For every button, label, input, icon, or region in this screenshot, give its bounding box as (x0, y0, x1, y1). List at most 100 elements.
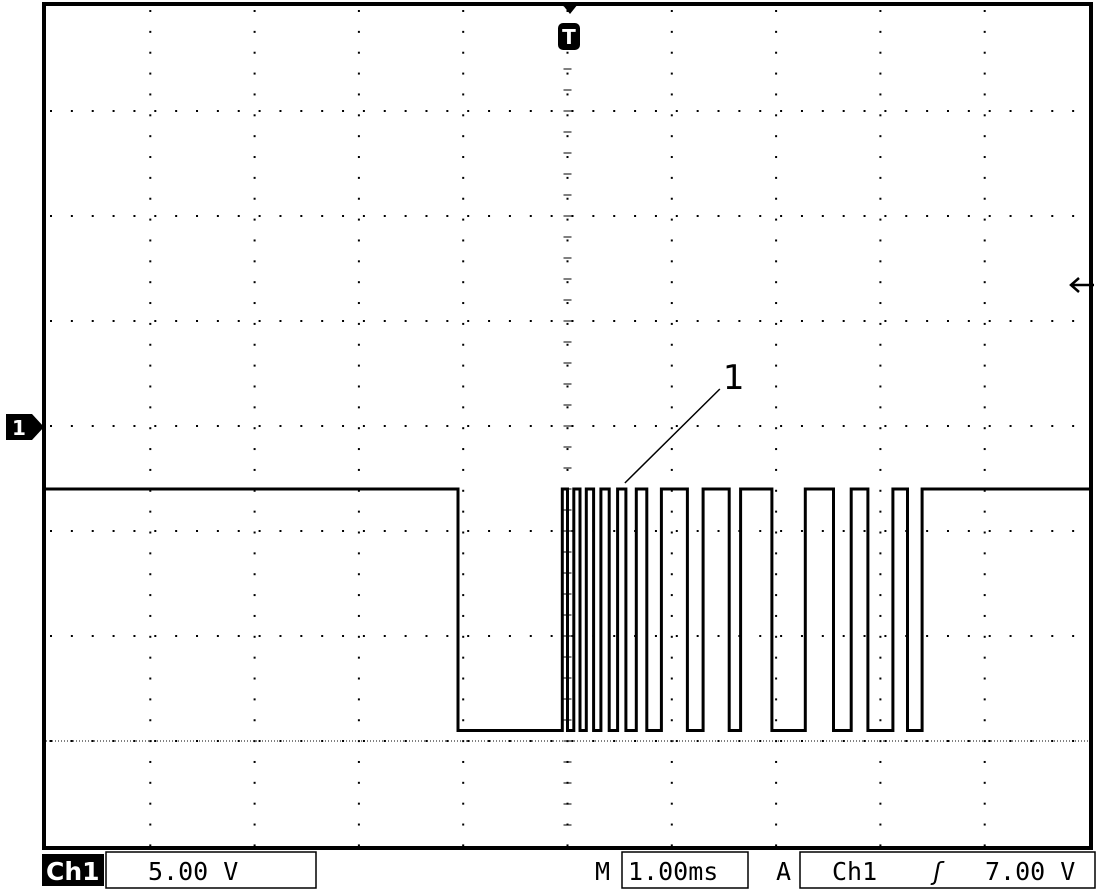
grid-dot (675, 530, 678, 532)
grid-dot (446, 530, 449, 532)
grid-dot (905, 425, 908, 427)
grid-dot (253, 510, 256, 513)
grid-dot (508, 635, 511, 637)
grid-dot (154, 320, 157, 322)
grid-dot (462, 531, 465, 534)
waveform-series-1 (46, 487, 1089, 732)
grid-dot (675, 215, 678, 217)
grid-dot (133, 740, 136, 742)
grid-dot (462, 406, 465, 409)
grid-dot (133, 530, 136, 532)
grid-dot (253, 781, 256, 784)
grid-dot (149, 656, 152, 659)
grid-dot (1051, 425, 1054, 427)
volts-per-div-readout: 5.00 V (148, 857, 238, 886)
grid-dot (670, 364, 673, 367)
grid-dot (670, 656, 673, 659)
grid-dot (383, 530, 386, 532)
grid-dot (634, 110, 637, 112)
grid-dot (357, 823, 360, 826)
grid-dot (149, 427, 152, 430)
grid-dot (253, 218, 256, 221)
grid-dot (253, 156, 256, 159)
grid-dot (357, 156, 360, 159)
grid-dot (821, 740, 824, 742)
grid-dot (529, 110, 532, 112)
grid-dot (70, 425, 73, 427)
grid-dot (357, 573, 360, 576)
grid-dot (566, 302, 569, 305)
grid-dot (670, 635, 673, 638)
grid-dot (988, 740, 991, 742)
grid-dot (462, 218, 465, 221)
grid-dot (775, 802, 778, 805)
grid-dot (821, 320, 824, 322)
grid-dot (253, 489, 256, 492)
grid-dot (926, 740, 929, 742)
grid-dot (670, 72, 673, 75)
grid-dot (1051, 635, 1054, 637)
grid-dot (149, 114, 152, 117)
grid-dot (566, 406, 569, 409)
grid-dot (800, 110, 803, 112)
grid-dot (508, 740, 511, 742)
grid-dot (1051, 530, 1054, 532)
grid-dot (983, 322, 986, 325)
grid-dot (775, 594, 778, 597)
grid-dot (383, 110, 386, 112)
grid-dot (216, 320, 219, 322)
grid-dot (983, 760, 986, 763)
grid-dot (258, 110, 261, 112)
grid-dot (879, 427, 882, 430)
grid-dot (983, 656, 986, 659)
grid-dot (149, 176, 152, 179)
grid-dot (149, 239, 152, 242)
grid-dot (488, 635, 491, 637)
grid-dot (70, 635, 73, 637)
grid-dot (529, 425, 532, 427)
grid-dot (357, 594, 360, 597)
grid-dot (258, 320, 261, 322)
grid-dot (780, 215, 783, 217)
grid-dot (508, 110, 511, 112)
grid-dot (759, 215, 762, 217)
grid-dot (253, 72, 256, 75)
grid-dot (91, 320, 94, 322)
grid-dot (738, 110, 741, 112)
grid-dot (775, 322, 778, 325)
grid-dot (357, 719, 360, 722)
grid-dot (821, 635, 824, 637)
grid-dot (775, 510, 778, 513)
grid-dot (133, 425, 136, 427)
grid-dot (613, 635, 616, 637)
grid-dot (253, 114, 256, 117)
grid-dot (149, 281, 152, 284)
grid-dot (149, 781, 152, 784)
grid-dot (670, 197, 673, 200)
grid-dot (905, 215, 908, 217)
grid-dot (654, 635, 657, 637)
grid-dot (462, 635, 465, 638)
grid-dot (112, 425, 115, 427)
grid-dot (462, 552, 465, 555)
grid-dot (654, 425, 657, 427)
grid-dot (592, 215, 595, 217)
grid-dot (696, 215, 699, 217)
grid-dot (775, 135, 778, 138)
grid-dot (983, 302, 986, 305)
grid-dot (253, 552, 256, 555)
grid-dot (175, 740, 178, 742)
grid-dot (983, 698, 986, 701)
grid-dot (300, 530, 303, 532)
grid-dot (253, 531, 256, 534)
grid-dot (613, 740, 616, 742)
grid-dot (983, 489, 986, 492)
grid-dot (775, 406, 778, 409)
grid-dot (149, 677, 152, 680)
grid-dot (775, 114, 778, 117)
grid-dot (196, 110, 199, 112)
grid-dot (1030, 215, 1033, 217)
grid-dot (342, 215, 345, 217)
grid-dot (488, 110, 491, 112)
grid-dot (566, 260, 569, 263)
